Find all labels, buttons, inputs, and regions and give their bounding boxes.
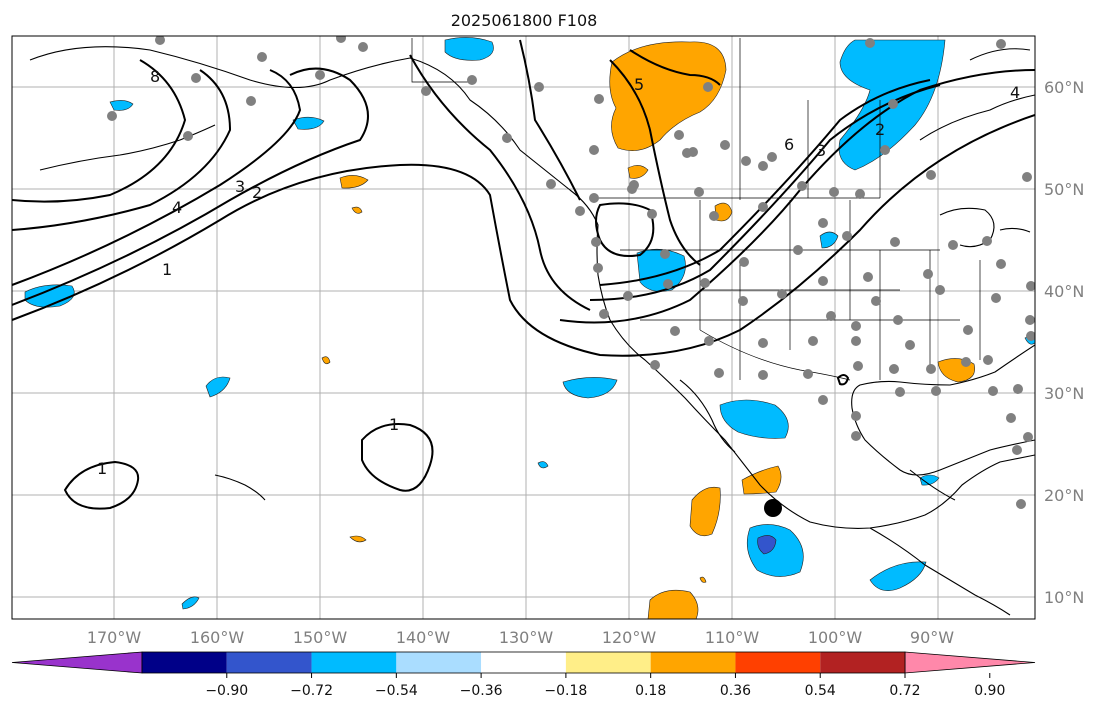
location-marker (764, 499, 782, 517)
contour-label: 4 (1010, 83, 1020, 102)
colorbar-segment (226, 652, 312, 673)
contour-label: 3 (816, 141, 826, 160)
colorbar-segment (142, 652, 227, 673)
colorbar-segment (311, 652, 397, 673)
colorbar-segment (820, 652, 905, 673)
colorbar-tick-label: 0.90 (974, 683, 1005, 699)
lat-label: 20°N (1044, 486, 1084, 505)
contour-label: 2 (875, 120, 885, 139)
colorbar-segment (735, 652, 821, 673)
contour-label: 3 (235, 177, 245, 196)
lon-label: 170°W (87, 628, 142, 647)
colorbar-tick-label: −0.36 (460, 683, 503, 699)
contour-label: 4 (172, 198, 182, 217)
contour-labels: 1 2 3 4 5 6 1 1 8 2 4 3 (97, 67, 1020, 478)
colorbar-extend-low (11, 651, 143, 674)
colorbar-segment (396, 652, 482, 673)
lat-label: 50°N (1044, 180, 1084, 199)
lon-label: 160°W (190, 628, 245, 647)
map-border (11, 35, 1036, 620)
colorbar-tick-label: −0.90 (205, 683, 248, 699)
colorbar-tick-label: 0.54 (805, 683, 836, 699)
lon-label: 110°W (705, 628, 760, 647)
political-borders (411, 38, 981, 381)
map-area: 1 2 3 4 5 6 1 1 8 2 4 3 (12, 36, 1035, 619)
lat-label: 10°N (1044, 588, 1084, 607)
colorbar-tick-label: 0.18 (635, 683, 666, 699)
shaded-anomalies (24, 37, 1035, 619)
contour-label: 6 (784, 135, 794, 154)
longitude-labels: 170°W 160°W 150°W 140°W 130°W 120°W 110°… (87, 628, 954, 647)
map-title: 2025061800 F108 (451, 11, 598, 30)
station-dots (107, 36, 1035, 509)
contour-label: 5 (634, 75, 644, 94)
contour-label: 1 (162, 260, 172, 279)
latitude-labels: 60°N 50°N 40°N 30°N 20°N 10°N (1044, 78, 1084, 607)
lat-label: 40°N (1044, 282, 1084, 301)
colorbar-segment (565, 652, 651, 673)
colorbar-tick-label: 0.36 (720, 683, 751, 699)
colorbar-tick-label: −0.18 (544, 683, 587, 699)
contour-label: 1 (97, 459, 107, 478)
colorbar-extend-high (904, 651, 1036, 674)
lon-label: 90°W (910, 628, 954, 647)
lon-label: 120°W (602, 628, 657, 647)
lon-label: 100°W (808, 628, 863, 647)
lon-label: 140°W (396, 628, 451, 647)
colorbar-segment (650, 652, 736, 673)
lon-label: 150°W (293, 628, 348, 647)
contour-label: 8 (150, 67, 160, 86)
lat-label: 30°N (1044, 384, 1084, 403)
colorbar-tick-label: −0.72 (290, 683, 333, 699)
colorbar-tick-label: 0.72 (889, 683, 920, 699)
contour-label: 2 (252, 183, 262, 202)
colorbar-tick-label: −0.54 (375, 683, 418, 699)
colorbar: −0.90 −0.72 −0.54 −0.36 −0.18 0.18 0.36 0.54 0.7… (11, 651, 1036, 699)
lon-label: 130°W (499, 628, 554, 647)
colorbar-segment (481, 652, 566, 673)
contour-label: 1 (389, 415, 399, 434)
colorbar-frame (141, 651, 906, 674)
lat-label: 60°N (1044, 78, 1084, 97)
